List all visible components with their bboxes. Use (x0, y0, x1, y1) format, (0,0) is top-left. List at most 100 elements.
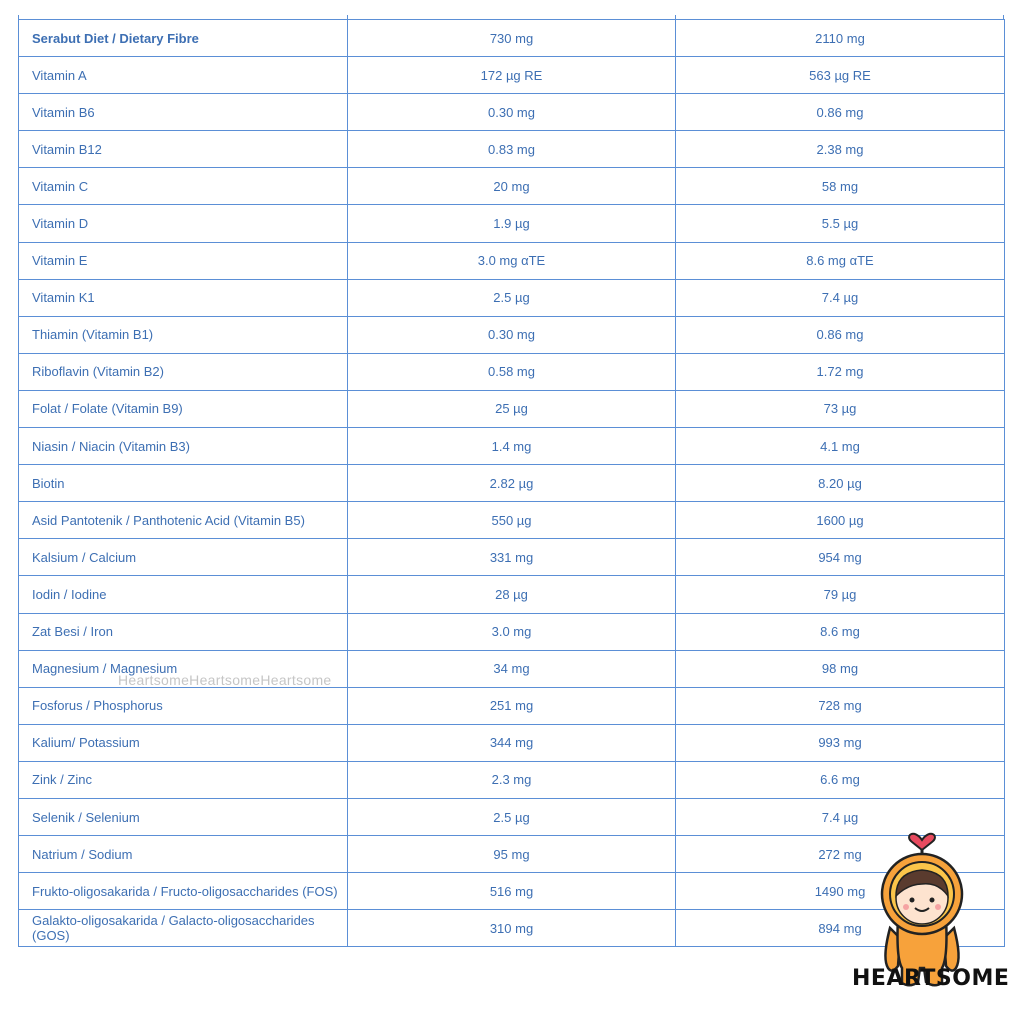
value-col2: 563 µg RE (675, 56, 1005, 95)
value-col2: 8.6 mg (675, 612, 1005, 651)
value-col2: 8.20 µg (675, 464, 1005, 503)
table-row: Kalium/ Potassium 344 mg 993 mg (18, 723, 1005, 762)
table-row: Selenik / Selenium 2.5 µg 7.4 µg (18, 797, 1005, 837)
value-col2: 954 mg (675, 538, 1005, 577)
table-row: Iodin / Iodine 28 µg 79 µg (18, 575, 1005, 614)
nutrient-name: Asid Pantotenik / Panthotenic Acid (Vita… (18, 501, 348, 540)
table-row: Vitamin C 20 mg 58 mg (18, 167, 1005, 206)
nutrient-name: Thiamin (Vitamin B1) (18, 315, 348, 354)
nutrition-table: Serabut Diet / Dietary Fibre 730 mg 2110 m… (18, 18, 1005, 948)
value-col1: 516 mg (347, 872, 676, 911)
value-col2: 58 mg (675, 167, 1005, 206)
value-col1: 3.0 mg (347, 612, 676, 651)
nutrient-name: Vitamin B6 (18, 93, 348, 132)
value-col2: 0.86 mg (675, 93, 1005, 132)
table-row: Biotin 2.82 µg 8.20 µg (18, 464, 1005, 503)
value-col2: 0.86 mg (675, 315, 1005, 354)
table-border-tick (347, 15, 348, 20)
value-col1: 0.30 mg (347, 315, 676, 354)
table-row: Vitamin A 172 µg RE 563 µg RE (18, 56, 1005, 95)
table-row: Zat Besi / Iron 3.0 mg 8.6 mg (18, 612, 1005, 651)
value-col1: 2.82 µg (347, 464, 676, 503)
value-col1: 0.83 mg (347, 130, 676, 169)
value-col1: 2.5 µg (347, 278, 676, 317)
table-border-tick (675, 15, 676, 20)
table-border-tick (18, 15, 19, 20)
nutrient-name: Natrium / Sodium (18, 835, 348, 874)
nutrient-name: Frukto-oligosakarida / Fructo-oligosacch… (18, 872, 348, 911)
value-col1: 1.4 mg (347, 427, 676, 466)
table-row: Vitamin D 1.9 µg 5.5 µg (18, 204, 1005, 243)
table-row: Zink / Zinc 2.3 mg 6.6 mg (18, 760, 1005, 799)
value-col2: 4.1 mg (675, 427, 1005, 466)
table-row: Magnesium / Magnesium 34 mg 98 mg (18, 649, 1005, 688)
value-col2: 1600 µg (675, 501, 1005, 540)
value-col2: 79 µg (675, 575, 1005, 614)
value-col2: 98 mg (675, 649, 1005, 688)
value-col2: 728 mg (675, 686, 1005, 725)
nutrient-name: Zink / Zinc (18, 760, 348, 799)
value-col1: 2.5 µg (347, 797, 676, 837)
value-col1: 25 µg (347, 389, 676, 429)
value-col1: 34 mg (347, 649, 676, 688)
nutrient-name: Selenik / Selenium (18, 797, 348, 837)
nutrient-name: Vitamin E (18, 241, 348, 280)
value-col1: 730 mg (347, 18, 676, 58)
value-col2: 2110 mg (675, 18, 1005, 58)
nutrient-name: Fosforus / Phosphorus (18, 686, 348, 725)
value-col1: 310 mg (347, 909, 676, 948)
value-col1: 172 µg RE (347, 56, 676, 95)
value-col2: 8.6 mg αTE (675, 241, 1005, 280)
table-row: Vitamin K1 2.5 µg 7.4 µg (18, 278, 1005, 317)
table-row: Niasin / Niacin (Vitamin B3) 1.4 mg 4.1 mg (18, 427, 1005, 466)
value-col1: 2.3 mg (347, 760, 676, 799)
value-col1: 3.0 mg αTE (347, 241, 676, 280)
watermark: HeartsomeHeartsomeHeartsome (118, 672, 332, 688)
nutrient-name: Galakto-oligosakarida / Galacto-oligosac… (18, 909, 348, 948)
value-col2: 993 mg (675, 723, 1005, 762)
value-col1: 28 µg (347, 575, 676, 614)
value-col2: 2.38 mg (675, 130, 1005, 169)
value-col2: 73 µg (675, 389, 1005, 429)
table-row: Kalsium / Calcium 331 mg 954 mg (18, 538, 1005, 577)
value-col1: 95 mg (347, 835, 676, 874)
value-col1: 1.9 µg (347, 204, 676, 243)
nutrient-name: Vitamin D (18, 204, 348, 243)
table-row: Folat / Folate (Vitamin B9) 25 µg 73 µg (18, 389, 1005, 429)
nutrient-name: Zat Besi / Iron (18, 612, 348, 651)
table-row: Vitamin E 3.0 mg αTE 8.6 mg αTE (18, 241, 1005, 280)
value-col1: 0.30 mg (347, 93, 676, 132)
value-col2: 7.4 µg (675, 278, 1005, 317)
table-row: Vitamin B6 0.30 mg 0.86 mg (18, 93, 1005, 132)
value-col1: 0.58 mg (347, 352, 676, 391)
value-col2: 6.6 mg (675, 760, 1005, 799)
table-row: Serabut Diet / Dietary Fibre 730 mg 2110 m… (18, 18, 1005, 58)
nutrient-name: Serabut Diet / Dietary Fibre (18, 18, 348, 58)
brand-name: HEARTSOME (852, 966, 1010, 991)
nutrient-name: Vitamin K1 (18, 278, 348, 317)
value-col1: 550 µg (347, 501, 676, 540)
nutrient-name: Niasin / Niacin (Vitamin B3) (18, 427, 348, 466)
value-col1: 20 mg (347, 167, 676, 206)
table-row: Riboflavin (Vitamin B2) 0.58 mg 1.72 mg (18, 352, 1005, 391)
nutrient-name: Biotin (18, 464, 348, 503)
nutrient-name: Vitamin A (18, 56, 348, 95)
table-row: Fosforus / Phosphorus 251 mg 728 mg (18, 686, 1005, 725)
nutrient-name: Vitamin B12 (18, 130, 348, 169)
nutrient-name: Kalium/ Potassium (18, 723, 348, 762)
heartsome-mascot-logo (880, 832, 964, 987)
nutrient-name: Iodin / Iodine (18, 575, 348, 614)
value-col1: 344 mg (347, 723, 676, 762)
value-col2: 5.5 µg (675, 204, 1005, 243)
nutrient-name: Vitamin C (18, 167, 348, 206)
table-row: Vitamin B12 0.83 mg 2.38 mg (18, 130, 1005, 169)
table-row: Thiamin (Vitamin B1) 0.30 mg 0.86 mg (18, 315, 1005, 354)
table-row: Asid Pantotenik / Panthotenic Acid (Vita… (18, 501, 1005, 540)
nutrient-name: Riboflavin (Vitamin B2) (18, 352, 348, 391)
value-col2: 1.72 mg (675, 352, 1005, 391)
value-col1: 251 mg (347, 686, 676, 725)
nutrient-name: Kalsium / Calcium (18, 538, 348, 577)
value-col1: 331 mg (347, 538, 676, 577)
nutrient-name: Folat / Folate (Vitamin B9) (18, 389, 348, 429)
table-border-tick (1003, 15, 1004, 20)
